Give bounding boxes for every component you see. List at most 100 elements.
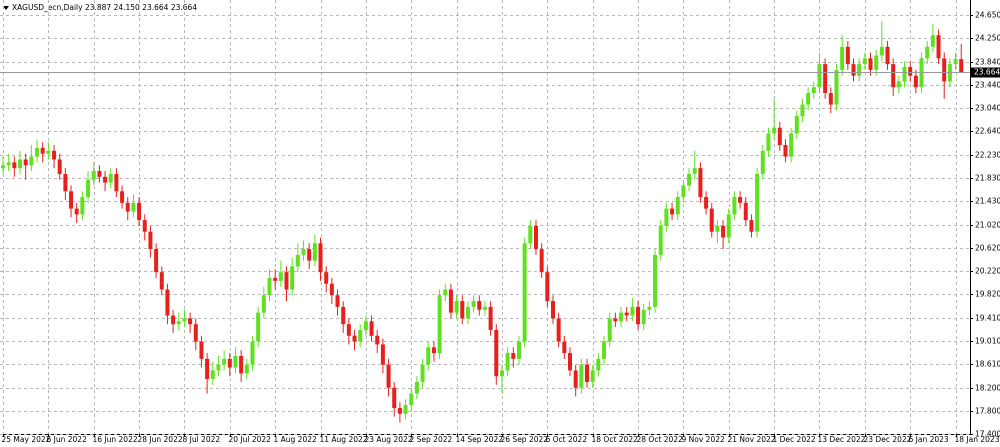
y-tick-label: 20.220 — [975, 267, 1000, 276]
candle-body — [193, 324, 198, 342]
y-tick-label: 24.250 — [975, 34, 1000, 43]
y-tick-label: 18.610 — [975, 360, 1000, 369]
candle-body — [539, 249, 544, 273]
x-tick-label: 1 Dec 2022 — [773, 435, 816, 444]
candle-body — [800, 104, 805, 117]
candle-body — [738, 197, 743, 203]
candle-body — [930, 35, 935, 47]
candle-body — [63, 173, 68, 192]
candle-body — [318, 243, 323, 273]
y-tick-label: 19.820 — [975, 290, 1000, 299]
x-tick-label: 6 Oct 2022 — [546, 435, 588, 444]
candle-body — [743, 202, 748, 221]
x-tick-label: 9 Nov 2022 — [682, 435, 725, 444]
x-tick-label: 23 Dec 2022 — [864, 435, 912, 444]
candle-body — [301, 249, 306, 255]
candle-body — [120, 191, 125, 203]
candle-body — [74, 208, 79, 215]
candle-body — [811, 87, 816, 94]
candle-body — [874, 55, 879, 70]
candle-body — [165, 289, 170, 316]
candle-body — [806, 93, 811, 105]
candle-body — [908, 67, 913, 76]
candle-body — [533, 225, 538, 250]
candle-body — [278, 272, 283, 281]
candle-body — [681, 185, 686, 198]
x-tick-label: 14 Sep 2022 — [456, 435, 504, 444]
candle-body — [692, 168, 697, 174]
candle-body — [210, 370, 215, 380]
candle-body — [233, 355, 238, 368]
x-tick-label: 25 May 2022 — [2, 435, 51, 444]
candle-body — [562, 341, 567, 354]
candle-body — [482, 306, 487, 310]
candle-body — [307, 249, 312, 261]
candle-body — [817, 64, 822, 88]
candle-body — [182, 318, 187, 322]
candle-body — [823, 64, 828, 94]
candle-body — [154, 249, 159, 273]
candle-body — [851, 64, 856, 76]
candle-body — [789, 133, 794, 157]
candle-body — [57, 159, 62, 174]
candle-body — [499, 370, 504, 377]
y-tick-label: 21.430 — [975, 197, 1000, 206]
candle-body — [477, 301, 482, 310]
candle-body — [80, 197, 85, 215]
x-tick-label: 28 Jun 2022 — [138, 435, 183, 444]
candle-body — [216, 364, 221, 371]
candle-body — [341, 306, 346, 325]
candle-body — [380, 344, 385, 365]
candle-body — [783, 145, 788, 157]
candle-body — [505, 353, 510, 371]
y-tick-label: 20.620 — [975, 244, 1000, 253]
candle-body — [885, 46, 890, 65]
candle-body — [403, 405, 408, 414]
candle-body — [114, 173, 119, 192]
candle-body — [777, 127, 782, 146]
candle-body — [131, 202, 136, 212]
candle-body — [392, 387, 397, 408]
candle-body — [494, 329, 499, 377]
x-tick-label: 20 Jul 2022 — [229, 435, 272, 444]
candle-body — [704, 197, 709, 209]
candle-body — [125, 202, 130, 212]
candle-body — [86, 179, 91, 198]
candle-body — [295, 254, 300, 267]
candle-body — [913, 75, 918, 88]
candle-body — [35, 147, 40, 157]
candle-body — [454, 301, 459, 313]
candle-body — [590, 370, 595, 382]
last-price-box — [971, 67, 1000, 78]
candle-body — [69, 191, 74, 209]
candle-body — [828, 93, 833, 105]
candle-body — [6, 162, 11, 166]
x-tick-label: 23 Aug 2022 — [365, 435, 413, 444]
candle-body — [516, 341, 521, 359]
candle-body — [426, 347, 431, 365]
y-tick-label: 22.640 — [975, 127, 1000, 136]
candle-body — [522, 243, 527, 342]
candle-body — [630, 306, 635, 316]
candle-body — [267, 277, 272, 296]
candle-body — [142, 220, 147, 232]
chart-title: XAGUSD_ecn,Daily 23.887 24.150 23.664 23… — [12, 3, 197, 12]
candle-body — [414, 381, 419, 394]
y-tick-label: 17.400 — [975, 430, 1000, 439]
x-tick-label: 8 Jul 2022 — [183, 435, 221, 444]
candle-body — [794, 116, 799, 134]
y-tick-label: 22.230 — [975, 151, 1000, 160]
candle-body — [386, 364, 391, 388]
candle-body — [760, 150, 765, 174]
candle-body — [176, 321, 181, 325]
candle-body — [602, 341, 607, 359]
candle-body — [896, 81, 901, 88]
candle-body — [290, 266, 295, 290]
candle-body — [766, 133, 771, 151]
candle-body — [358, 329, 363, 342]
candle-body — [942, 58, 947, 82]
candle-body — [862, 58, 867, 65]
candle-body — [284, 272, 289, 290]
